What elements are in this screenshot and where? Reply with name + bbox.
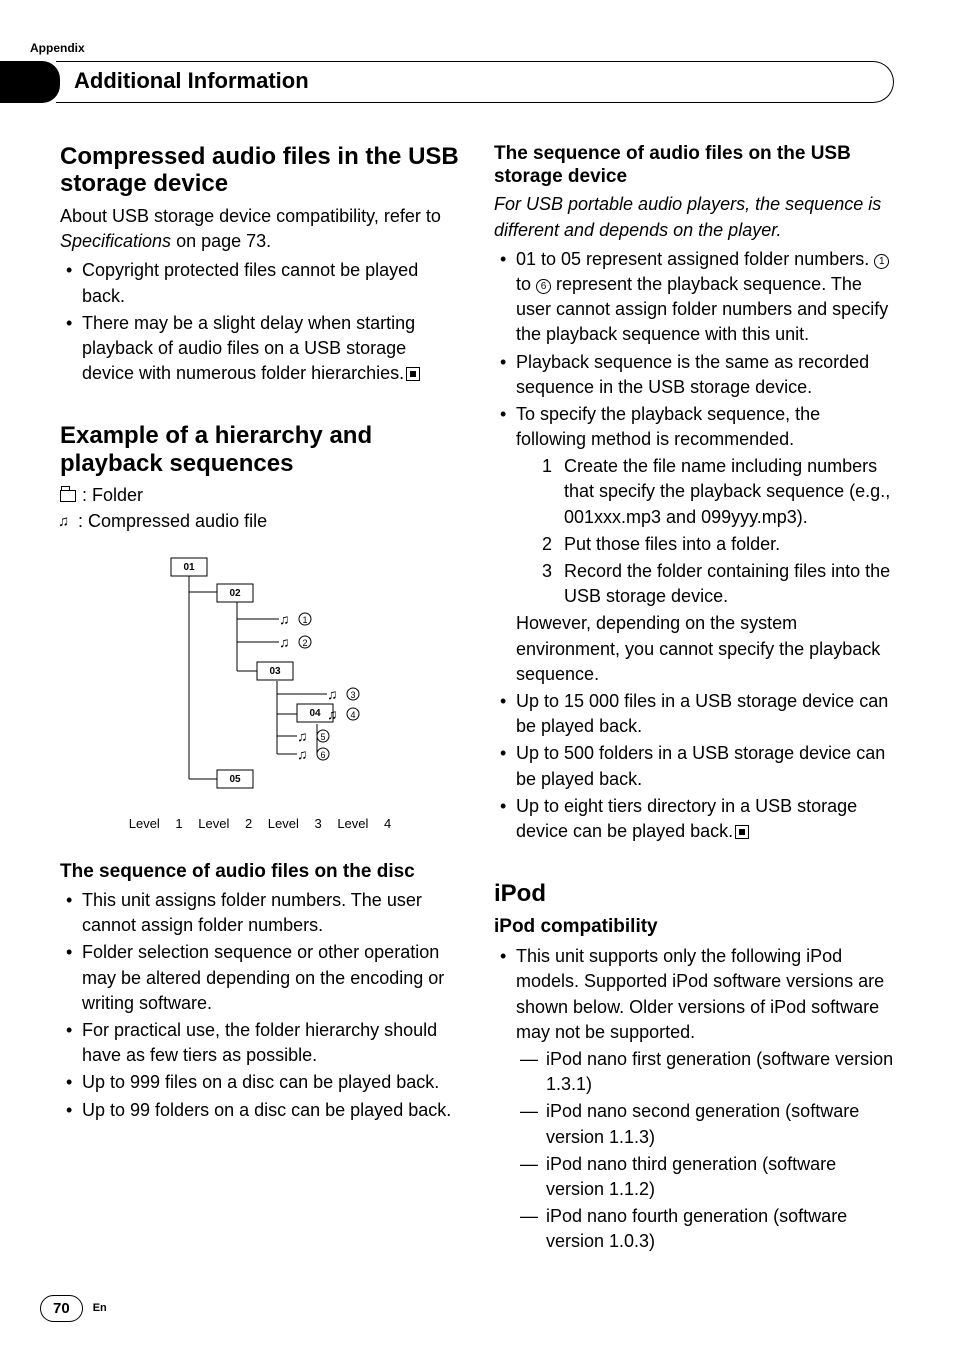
folder-05: 05 bbox=[229, 774, 241, 785]
bullet-item: Up to 500 folders in a USB storage devic… bbox=[494, 741, 894, 791]
b1-pre: 01 to 05 represent assigned folder numbe… bbox=[516, 249, 874, 269]
step-item: 1Create the file name including numbers … bbox=[538, 454, 894, 530]
heading-ipod: iPod bbox=[494, 880, 894, 908]
step-item: 2Put those files into a folder. bbox=[538, 532, 894, 557]
folder-02: 02 bbox=[229, 588, 241, 599]
heading-compressed-audio: Compressed audio files in the USB storag… bbox=[60, 143, 460, 198]
tab-decoration bbox=[0, 61, 60, 103]
bullets-ipod: This unit supports only the following iP… bbox=[494, 944, 894, 1254]
section-header: Additional Information bbox=[0, 61, 894, 103]
intro-compat-ital: Specifications bbox=[60, 231, 171, 251]
circled-6: 6 bbox=[536, 279, 551, 294]
bullet-item: Up to 99 folders on a disc can be played… bbox=[60, 1098, 460, 1123]
seq-1: 1 bbox=[302, 615, 307, 625]
legend-folder: : Folder bbox=[60, 483, 460, 508]
footer: 70 En bbox=[40, 1295, 107, 1322]
section-title: Additional Information bbox=[74, 66, 309, 97]
svg-text:♫: ♫ bbox=[327, 706, 338, 722]
hierarchy-svg: 01 02 03 04 05 ♫ 1 bbox=[129, 544, 389, 804]
circled-1: 1 bbox=[874, 254, 889, 269]
svg-text:♫: ♫ bbox=[297, 728, 308, 744]
bullet-item: This unit assigns folder numbers. The us… bbox=[60, 888, 460, 938]
intro-compat-pre: About USB storage device compatibility, … bbox=[60, 206, 441, 226]
bullets-seq-usb: 01 to 05 represent assigned folder numbe… bbox=[494, 247, 894, 844]
legend-folder-text: : Folder bbox=[82, 483, 143, 508]
bullet-text: There may be a slight delay when startin… bbox=[82, 313, 415, 383]
seq-2: 2 bbox=[302, 638, 307, 648]
seq-5: 5 bbox=[320, 732, 325, 742]
seq-3: 3 bbox=[350, 690, 355, 700]
ipod-model: iPod nano third generation (software ver… bbox=[516, 1152, 894, 1202]
folder-01: 01 bbox=[183, 562, 195, 573]
seq-6: 6 bbox=[320, 750, 325, 760]
bullet-item: To specify the playback sequence, the fo… bbox=[494, 402, 894, 687]
intro-compat: About USB storage device compatibility, … bbox=[60, 204, 460, 254]
intro-compat-tail: on page 73. bbox=[171, 231, 271, 251]
heading-ipod-compat: iPod compatibility bbox=[494, 914, 894, 941]
footer-lang: En bbox=[93, 1301, 107, 1316]
ipod-model-list: iPod nano first generation (software ver… bbox=[516, 1047, 894, 1255]
step-text: Put those files into a folder. bbox=[564, 534, 780, 554]
appendix-label: Appendix bbox=[30, 40, 894, 57]
b1-mid: to bbox=[516, 274, 536, 294]
seq-4: 4 bbox=[350, 710, 355, 720]
ipod-model: iPod nano second generation (software ve… bbox=[516, 1099, 894, 1149]
folder-04: 04 bbox=[309, 708, 321, 719]
svg-text:♫: ♫ bbox=[297, 746, 308, 762]
bullet-item: This unit supports only the following iP… bbox=[494, 944, 894, 1254]
step-text: Record the folder containing files into … bbox=[564, 561, 890, 606]
bullet-item: Up to 999 files on a disc can be played … bbox=[60, 1070, 460, 1095]
step-text: Create the file name including numbers t… bbox=[564, 456, 890, 526]
bullet-item: Up to 15 000 files in a USB storage devi… bbox=[494, 689, 894, 739]
bullet-item: There may be a slight delay when startin… bbox=[60, 311, 460, 387]
hierarchy-diagram: 01 02 03 04 05 ♫ 1 bbox=[60, 544, 460, 835]
legend-file-text: : Compressed audio file bbox=[78, 509, 267, 534]
heading-seq-disc: The sequence of audio files on the disc bbox=[60, 861, 460, 884]
bullet-item: Up to eight tiers directory in a USB sto… bbox=[494, 794, 894, 844]
b1-post: represent the playback sequence. The use… bbox=[516, 274, 888, 344]
b3-intro: To specify the playback sequence, the fo… bbox=[516, 404, 820, 449]
b6-text: Up to eight tiers directory in a USB sto… bbox=[516, 796, 857, 841]
bullet-item: 01 to 05 represent assigned folder numbe… bbox=[494, 247, 894, 348]
step-item: 3Record the folder containing files into… bbox=[538, 559, 894, 609]
level-labels: Level 1 Level 2 Level 3 Level 4 bbox=[129, 815, 392, 833]
ipod-model: iPod nano first generation (software ver… bbox=[516, 1047, 894, 1097]
ipod-model: iPod nano fourth generation (software ve… bbox=[516, 1204, 894, 1254]
svg-text:♫: ♫ bbox=[327, 686, 338, 702]
bullet-item: Copyright protected files cannot be play… bbox=[60, 258, 460, 308]
end-mark-icon bbox=[735, 825, 749, 839]
numbered-steps: 1Create the file name including numbers … bbox=[516, 454, 894, 609]
ipod-intro: This unit supports only the following iP… bbox=[516, 946, 884, 1042]
bullets-usb-compat: Copyright protected files cannot be play… bbox=[60, 258, 460, 386]
heading-seq-usb: The sequence of audio files on the USB s… bbox=[494, 143, 894, 189]
folder-icon bbox=[60, 490, 76, 502]
svg-text:♫: ♫ bbox=[279, 634, 290, 650]
usb-italic-intro: For USB portable audio players, the sequ… bbox=[494, 192, 894, 242]
page-number: 70 bbox=[40, 1295, 83, 1322]
svg-text:♫: ♫ bbox=[279, 611, 290, 627]
b3-tail: However, depending on the system environ… bbox=[516, 611, 894, 687]
end-mark-icon bbox=[406, 367, 420, 381]
bullet-item: Playback sequence is the same as recorde… bbox=[494, 350, 894, 400]
folder-03: 03 bbox=[269, 666, 281, 677]
bullet-item: For practical use, the folder hierarchy … bbox=[60, 1018, 460, 1068]
section-title-box: Additional Information bbox=[56, 61, 894, 103]
bullets-seq-disc: This unit assigns folder numbers. The us… bbox=[60, 888, 460, 1123]
bullet-item: Folder selection sequence or other opera… bbox=[60, 940, 460, 1016]
music-note-icon bbox=[60, 514, 72, 528]
right-column: The sequence of audio files on the USB s… bbox=[494, 143, 894, 1257]
legend-file: : Compressed audio file bbox=[60, 509, 460, 534]
heading-hierarchy: Example of a hierarchy and playback sequ… bbox=[60, 422, 460, 477]
left-column: Compressed audio files in the USB storag… bbox=[60, 143, 460, 1257]
